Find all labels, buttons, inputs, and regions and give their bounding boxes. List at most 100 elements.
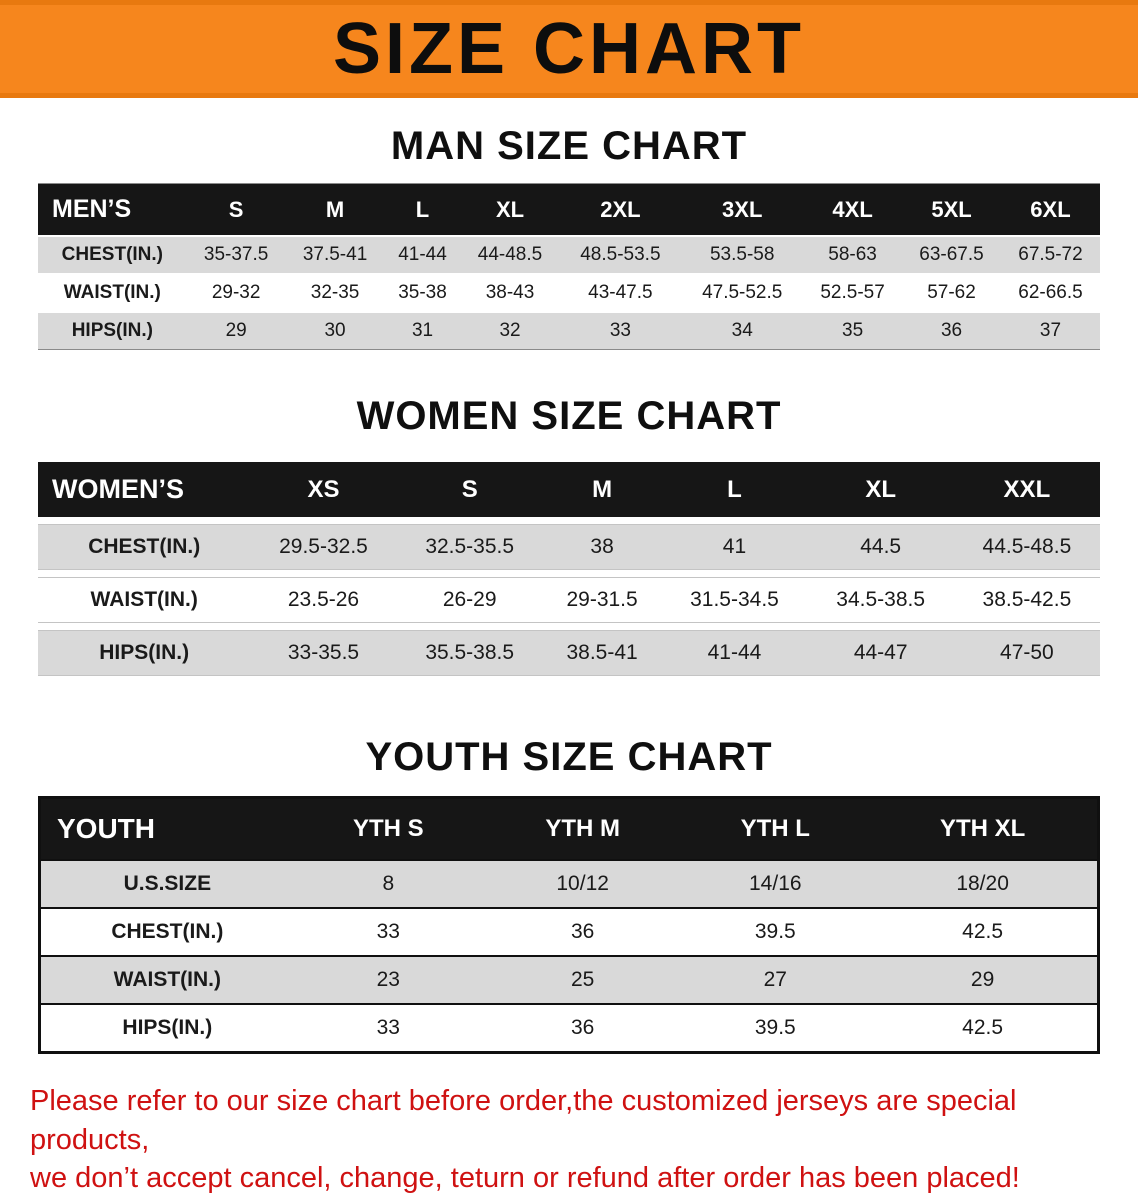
measurement-value: 36 — [482, 1003, 683, 1053]
measurement-value: 35-37.5 — [186, 235, 286, 274]
women-size-chart-heading: WOMEN SIZE CHART — [356, 394, 782, 438]
measurement-label: HIPS(IN.) — [39, 1003, 294, 1053]
measurement-value: 29-31.5 — [542, 577, 662, 623]
measurement-value: 42.5 — [868, 1003, 1099, 1053]
table-corner-label: MEN’S — [38, 183, 187, 236]
measurement-value: 47-50 — [953, 630, 1100, 676]
measurement-row: HIPS(IN.) 33-35.5 35.5-38.5 38.5-41 41-44 44-… — [38, 630, 1100, 676]
measurement-value: 62-66.5 — [1000, 273, 1100, 312]
size-header-cell: XXL — [953, 462, 1100, 517]
size-header-cell: L — [661, 462, 808, 517]
measurement-row: CHEST(IN.) 33 36 39.5 42.5 — [39, 907, 1099, 956]
measurement-value: 14/16 — [682, 859, 869, 908]
youth-size-table: YOUTH YTH S YTH M YTH L YTH XL U.S.SIZE 8 10/12… — [38, 796, 1100, 1054]
size-header-cell: M — [542, 462, 662, 517]
measurement-value: 18/20 — [868, 859, 1099, 908]
measurement-row: U.S.SIZE 8 10/12 14/16 18/20 — [39, 859, 1099, 908]
measurement-label: WAIST(IN.) — [38, 273, 187, 312]
measurement-value: 42.5 — [868, 907, 1099, 956]
women-size-table: WOMEN’S XS S M L XL XXL CHEST(IN.) 29.5-32.5 32.5… — [38, 455, 1100, 683]
measurement-value: 38.5-42.5 — [953, 577, 1100, 623]
size-header-cell: 4XL — [803, 183, 903, 236]
measurement-value: 10/12 — [482, 859, 683, 908]
women-size-section: WOMEN SIZE CHART WOMEN’S XS S M L XL XXL CHEST(… — [0, 394, 1138, 683]
men-size-table: MEN’S S M L XL 2XL 3XL 4XL 5XL 6XL CHEST(IN.) 35-37… — [38, 183, 1100, 350]
measurement-value: 41 — [661, 524, 808, 570]
measurement-row: CHEST(IN.) 29.5-32.5 32.5-35.5 38 41 44.5 44.5… — [38, 524, 1100, 570]
size-header-cell: L — [384, 183, 461, 236]
measurement-value: 31.5-34.5 — [661, 577, 808, 623]
measurement-value: 35 — [803, 311, 903, 350]
measurement-row: HIPS(IN.) 29 30 31 32 33 34 35 36 37 — [38, 311, 1100, 350]
measurement-value: 36 — [482, 907, 683, 956]
measurement-value: 44.5-48.5 — [953, 524, 1100, 570]
measurement-row: CHEST(IN.) 35-37.5 37.5-41 41-44 44-48.5 48.5… — [38, 235, 1100, 274]
measurement-value: 39.5 — [682, 1003, 869, 1053]
measurement-label: CHEST(IN.) — [38, 235, 187, 274]
measurement-value: 44-47 — [807, 630, 954, 676]
measurement-value: 36 — [902, 311, 1001, 350]
measurement-value: 33 — [293, 907, 483, 956]
size-header-cell: 2XL — [559, 183, 682, 236]
size-header-cell: XS — [250, 462, 397, 517]
measurement-value: 35.5-38.5 — [396, 630, 543, 676]
order-policy-line-2: we don’t accept cancel, change, teturn o… — [30, 1162, 1020, 1195]
size-header-cell: 5XL — [902, 183, 1001, 236]
measurement-value: 38.5-41 — [542, 630, 662, 676]
measurement-value: 32.5-35.5 — [396, 524, 543, 570]
measurement-value: 33-35.5 — [250, 630, 397, 676]
measurement-row: HIPS(IN.) 33 36 39.5 42.5 — [39, 1003, 1099, 1053]
measurement-value: 29 — [868, 955, 1099, 1004]
table-corner-label: WOMEN’S — [38, 462, 251, 517]
measurement-label: U.S.SIZE — [39, 859, 294, 908]
measurement-value: 23 — [293, 955, 483, 1004]
table-header-row: YOUTH YTH S YTH M YTH L YTH XL — [39, 797, 1099, 860]
measurement-row: WAIST(IN.) 23.5-26 26-29 29-31.5 31.5-34.5 34… — [38, 577, 1100, 623]
measurement-value: 32-35 — [285, 273, 385, 312]
man-size-chart-heading: MAN SIZE CHART — [390, 124, 748, 168]
measurement-label: WAIST(IN.) — [38, 577, 251, 623]
size-chart-banner: SIZE CHART — [0, 0, 1138, 98]
measurement-value: 57-62 — [902, 273, 1001, 312]
measurement-value: 39.5 — [682, 907, 869, 956]
size-header-cell: YTH S — [293, 797, 483, 860]
measurement-value: 33 — [559, 311, 682, 350]
measurement-value: 38 — [542, 524, 662, 570]
measurement-value: 43-47.5 — [559, 273, 682, 312]
measurement-value: 30 — [285, 311, 385, 350]
measurement-value: 34.5-38.5 — [807, 577, 954, 623]
measurement-value: 8 — [293, 859, 483, 908]
youth-size-chart-heading: YOUTH SIZE CHART — [365, 735, 773, 779]
measurement-value: 29 — [186, 311, 286, 350]
size-header-cell: YTH L — [682, 797, 869, 860]
size-header-cell: YTH M — [482, 797, 683, 860]
measurement-value: 35-38 — [384, 273, 461, 312]
measurement-value: 44-48.5 — [460, 235, 560, 274]
youth-size-section: YOUTH SIZE CHART YOUTH YTH S YTH M YTH L YTH… — [0, 735, 1138, 1054]
page-title: SIZE CHART — [333, 9, 805, 89]
size-header-cell: YTH XL — [868, 797, 1099, 860]
measurement-row: WAIST(IN.) 23 25 27 29 — [39, 955, 1099, 1004]
measurement-value: 48.5-53.5 — [559, 235, 682, 274]
measurement-value: 34 — [681, 311, 804, 350]
men-size-section: MAN SIZE CHART MEN’S S M L XL 2XL 3XL 4XL 5XL 6XL… — [0, 124, 1138, 350]
size-header-cell: S — [186, 183, 286, 236]
table-header-row: MEN’S S M L XL 2XL 3XL 4XL 5XL 6XL — [38, 183, 1100, 236]
size-header-cell: M — [285, 183, 385, 236]
measurement-row: WAIST(IN.) 29-32 32-35 35-38 38-43 43-47.5 47.… — [38, 273, 1100, 312]
measurement-value: 47.5-52.5 — [681, 273, 804, 312]
measurement-value: 26-29 — [396, 577, 543, 623]
measurement-label: WAIST(IN.) — [39, 955, 294, 1004]
size-header-cell: 6XL — [1000, 183, 1100, 236]
measurement-value: 29-32 — [186, 273, 286, 312]
size-header-cell: XL — [460, 183, 560, 236]
measurement-value: 32 — [460, 311, 560, 350]
measurement-value: 52.5-57 — [803, 273, 903, 312]
size-header-cell: S — [396, 462, 543, 517]
measurement-value: 41-44 — [384, 235, 461, 274]
measurement-value: 25 — [482, 955, 683, 1004]
measurement-value: 53.5-58 — [681, 235, 804, 274]
measurement-value: 27 — [682, 955, 869, 1004]
measurement-value: 29.5-32.5 — [250, 524, 397, 570]
measurement-value: 58-63 — [803, 235, 903, 274]
